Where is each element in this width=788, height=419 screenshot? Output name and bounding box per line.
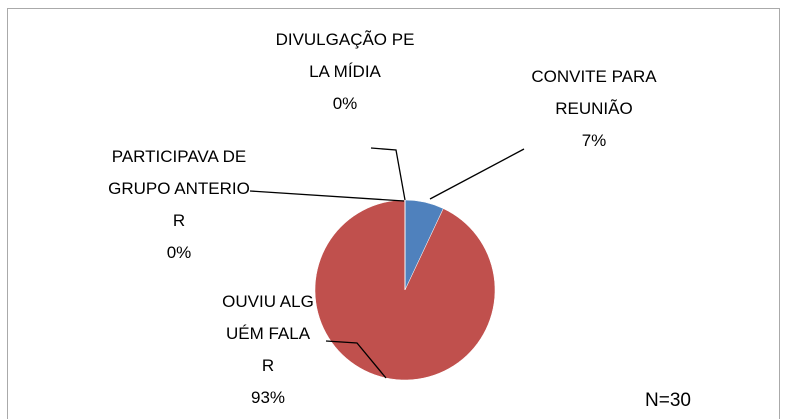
data-label: OUVIU ALGUÉM FALAR 93%: [220, 286, 316, 414]
category-label: DIVULGAÇÃO PELA MÍDIA: [275, 30, 415, 81]
data-label: CONVITE PARA REUNIÃO 7%: [530, 61, 658, 157]
category-label: CONVITE PARA REUNIÃO: [531, 67, 657, 118]
value-label: 0%: [332, 94, 358, 113]
value-label: 93%: [250, 388, 286, 407]
category-label: OUVIU ALGUÉM FALAR: [222, 292, 314, 375]
leader-lines: [249, 147, 525, 379]
category-label: PARTICIPAVA DE GRUPO ANTERIOR: [108, 147, 250, 230]
value-label: 0%: [166, 243, 192, 262]
annotation: N=30: [645, 390, 691, 411]
data-label: DIVULGAÇÃO PELA MÍDIA 0%: [275, 24, 415, 120]
value-label: 7%: [581, 131, 607, 150]
data-label: PARTICIPAVA DE GRUPO ANTERIOR 0%: [105, 141, 253, 269]
